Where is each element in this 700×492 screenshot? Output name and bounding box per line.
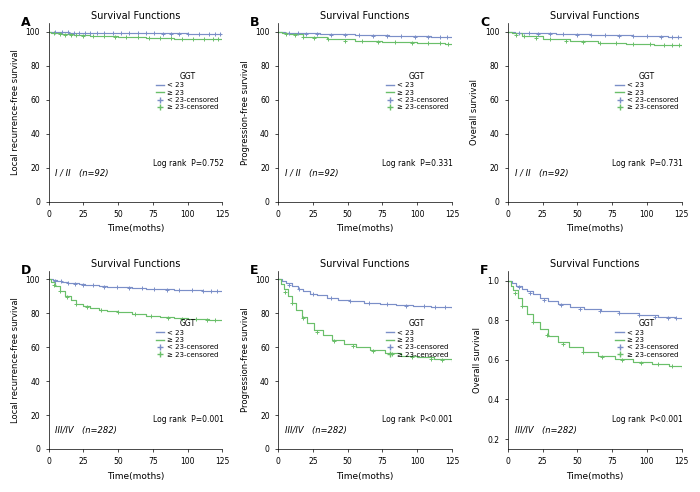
- Text: Log rank  P=0.001: Log rank P=0.001: [153, 415, 224, 424]
- Title: Survival Functions: Survival Functions: [321, 11, 410, 21]
- Text: I / II (n=92): I / II (n=92): [514, 169, 568, 179]
- X-axis label: Time(moths): Time(moths): [337, 224, 394, 234]
- Text: D: D: [21, 264, 31, 277]
- Text: B: B: [251, 16, 260, 29]
- Text: C: C: [480, 16, 489, 29]
- Y-axis label: Local recurrence-free survival: Local recurrence-free survival: [11, 297, 20, 423]
- Legend: < 23, ≥ 23, < 23-censored, ≥ 23-censored: < 23, ≥ 23, < 23-censored, ≥ 23-censored: [154, 317, 220, 360]
- Legend: < 23, ≥ 23, < 23-censored, ≥ 23-censored: < 23, ≥ 23, < 23-censored, ≥ 23-censored: [613, 70, 680, 113]
- Text: Log rank  P=0.331: Log rank P=0.331: [382, 159, 454, 168]
- Text: A: A: [21, 16, 30, 29]
- Legend: < 23, ≥ 23, < 23-censored, ≥ 23-censored: < 23, ≥ 23, < 23-censored, ≥ 23-censored: [384, 317, 450, 360]
- Text: III/IV (n=282): III/IV (n=282): [55, 426, 118, 435]
- Legend: < 23, ≥ 23, < 23-censored, ≥ 23-censored: < 23, ≥ 23, < 23-censored, ≥ 23-censored: [613, 317, 680, 360]
- Title: Survival Functions: Survival Functions: [550, 11, 639, 21]
- Legend: < 23, ≥ 23, < 23-censored, ≥ 23-censored: < 23, ≥ 23, < 23-censored, ≥ 23-censored: [154, 70, 220, 113]
- Title: Survival Functions: Survival Functions: [550, 258, 639, 269]
- Title: Survival Functions: Survival Functions: [91, 11, 180, 21]
- Text: III/IV (n=282): III/IV (n=282): [514, 426, 577, 435]
- Text: I / II (n=92): I / II (n=92): [285, 169, 339, 179]
- Text: Log rank  P<0.001: Log rank P<0.001: [612, 415, 683, 424]
- Y-axis label: Local recurrence-free survival: Local recurrence-free survival: [11, 50, 20, 175]
- Text: Log rank  P=0.752: Log rank P=0.752: [153, 159, 224, 168]
- X-axis label: Time(moths): Time(moths): [337, 472, 394, 481]
- Text: F: F: [480, 264, 489, 277]
- Text: I / II (n=92): I / II (n=92): [55, 169, 109, 179]
- X-axis label: Time(moths): Time(moths): [566, 472, 624, 481]
- Y-axis label: Overall survival: Overall survival: [473, 327, 482, 393]
- X-axis label: Time(moths): Time(moths): [566, 224, 624, 234]
- Text: Log rank  P=0.731: Log rank P=0.731: [612, 159, 683, 168]
- X-axis label: Time(moths): Time(moths): [107, 472, 164, 481]
- Text: III/IV (n=282): III/IV (n=282): [285, 426, 347, 435]
- Title: Survival Functions: Survival Functions: [321, 258, 410, 269]
- Y-axis label: Overall survival: Overall survival: [470, 79, 480, 146]
- Text: E: E: [251, 264, 259, 277]
- Y-axis label: Progression-free survival: Progression-free survival: [241, 308, 250, 412]
- Title: Survival Functions: Survival Functions: [91, 258, 180, 269]
- Text: Log rank  P<0.001: Log rank P<0.001: [382, 415, 453, 424]
- Y-axis label: Progression-free survival: Progression-free survival: [241, 60, 250, 165]
- Legend: < 23, ≥ 23, < 23-censored, ≥ 23-censored: < 23, ≥ 23, < 23-censored, ≥ 23-censored: [384, 70, 450, 113]
- X-axis label: Time(moths): Time(moths): [107, 224, 164, 234]
